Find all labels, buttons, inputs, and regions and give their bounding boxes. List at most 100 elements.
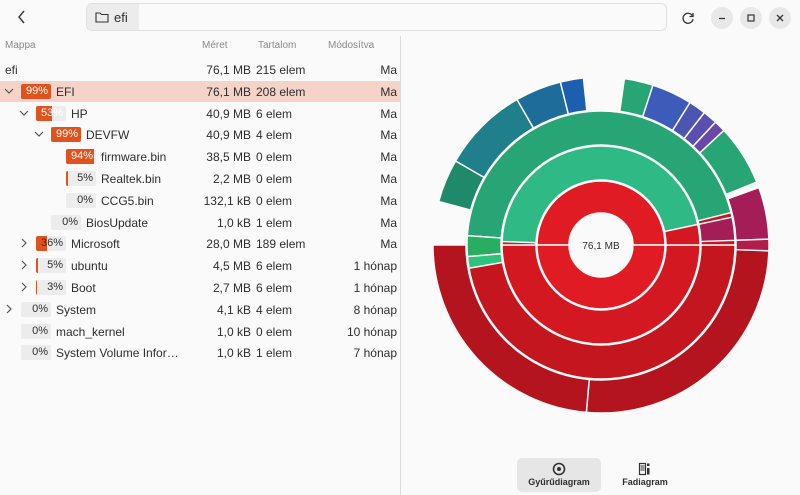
chevron-down-icon[interactable] xyxy=(4,85,14,97)
row-name: Boot xyxy=(71,281,96,295)
root-row[interactable]: efi 76,1 MB 215 elem Ma xyxy=(0,59,400,80)
refresh-button[interactable] xyxy=(677,7,699,29)
chart-segment-microsoft[interactable] xyxy=(501,145,699,244)
row-modified: Ma xyxy=(380,237,397,252)
row-size: 4,5 MB xyxy=(212,259,251,274)
header-bar: efi xyxy=(0,0,800,36)
row-name: System xyxy=(56,302,97,317)
tree-chart-view-button[interactable]: Fadiagram xyxy=(603,458,687,492)
chart-segment-purple-4[interactable] xyxy=(692,121,725,154)
tree-row[interactable]: 3% Boot 2,7 MB 6 elem 1 hónap xyxy=(0,277,400,298)
tree-row[interactable]: 0% System Volume Infor… 1,0 kB 1 elem 7 hóna… xyxy=(0,342,400,363)
row-modified: Ma xyxy=(380,84,397,99)
chart-segment-devfw[interactable] xyxy=(466,244,736,380)
pane-separator[interactable] xyxy=(400,36,401,495)
chart-segment-magenta-1[interactable] xyxy=(697,216,736,243)
row-name: BiosUpdate xyxy=(86,215,149,230)
chart-segment-blue-2[interactable] xyxy=(559,77,588,115)
column-header-modified[interactable]: Módosítva xyxy=(328,40,375,51)
row-name: efi xyxy=(5,63,18,77)
tree-row[interactable]: 0% mach_kernel 1,0 kB 0 elem 10 hónap xyxy=(0,321,400,342)
row-size: 132,1 kB xyxy=(203,193,251,208)
row-size: 1,0 kB xyxy=(216,346,251,361)
row-name: ubuntu xyxy=(71,259,108,274)
ring-chart-icon xyxy=(552,462,566,476)
row-modified: 8 hónap xyxy=(353,302,397,317)
chart-segment-efi[interactable] xyxy=(536,180,666,246)
row-contents: 6 elem xyxy=(256,106,293,121)
row-size: 4,1 kB xyxy=(216,302,251,317)
tree-row[interactable]: 36% Microsoft 28,0 MB 189 elem Ma xyxy=(0,233,400,254)
row-size: 2,2 MB xyxy=(212,172,251,186)
column-header-size[interactable]: Méret xyxy=(202,40,228,51)
column-header-folder[interactable]: Mappa xyxy=(5,40,36,51)
chevron-right-icon[interactable] xyxy=(4,303,14,315)
row-name: Realtek.bin xyxy=(101,172,162,186)
row-contents: 208 elem xyxy=(256,84,306,99)
row-name: mach_kernel xyxy=(56,324,125,339)
maximize-button[interactable] xyxy=(740,7,762,29)
chart-center-label: 76,1 MB xyxy=(582,241,620,252)
percentage-badge: 0% xyxy=(21,323,51,339)
percentage-badge: 0% xyxy=(21,301,51,317)
row-size: 1,0 kB xyxy=(216,215,251,230)
chevron-down-icon[interactable] xyxy=(34,128,44,140)
tree-row[interactable]: 0% System 4,1 kB 4 elem 8 hónap xyxy=(0,299,400,320)
chart-center[interactable] xyxy=(570,214,632,276)
close-icon xyxy=(776,14,784,22)
row-modified: Ma xyxy=(380,172,397,186)
ring-chart[interactable]: 76,1 MB xyxy=(401,36,800,456)
row-modified: Ma xyxy=(380,63,397,77)
tree-row[interactable]: 99% EFI 76,1 MB 208 elem Ma xyxy=(0,80,400,102)
row-modified: 1 hónap xyxy=(353,259,397,274)
percentage-badge: 99% xyxy=(21,83,51,99)
tree-row[interactable]: 53% HP 40,9 MB 6 elem Ma xyxy=(0,103,400,124)
chart-segment-green-outer[interactable] xyxy=(437,159,486,211)
row-modified: Ma xyxy=(380,150,397,165)
chart-segment-purple-3[interactable] xyxy=(683,111,717,148)
tree-row[interactable]: 5% Realtek.bin 2,2 MB 0 elem Ma xyxy=(0,168,400,189)
path-bar[interactable]: efi xyxy=(86,3,667,31)
back-button[interactable] xyxy=(10,6,34,28)
tree-row[interactable]: 5% ubuntu 4,5 MB 6 elem 1 hónap xyxy=(0,255,400,276)
chart-segment-purple-2[interactable] xyxy=(671,101,706,140)
row-modified: Ma xyxy=(380,215,397,230)
chevron-right-icon[interactable] xyxy=(19,281,29,293)
row-contents: 6 elem xyxy=(256,259,293,274)
chart-segment-magenta-3[interactable] xyxy=(735,238,770,252)
chart-segment-microsoft-sub[interactable] xyxy=(466,110,732,239)
column-header-contents[interactable]: Tartalom xyxy=(258,40,297,51)
ring-chart-view-button[interactable]: Gyűrűdiagram xyxy=(517,458,601,492)
tree-row[interactable]: 99% DEVFW 40,9 MB 4 elem Ma xyxy=(0,124,400,145)
chart-segment-purple-1[interactable] xyxy=(641,84,692,132)
chevron-down-icon[interactable] xyxy=(19,107,29,119)
chart-segment-efi[interactable] xyxy=(536,244,666,310)
row-name: EFI xyxy=(56,84,75,99)
tree-chart-view-label: Fadiagram xyxy=(622,477,668,487)
ring-chart-view-label: Gyűrűdiagram xyxy=(528,477,590,487)
chevron-right-icon[interactable] xyxy=(19,237,29,249)
chevron-left-icon xyxy=(18,10,25,24)
chart-segment-green-small-2[interactable] xyxy=(466,252,504,270)
tree-row[interactable]: 0% CCG5.bin 132,1 kB 0 elem Ma xyxy=(0,190,400,211)
percentage-badge: 36% xyxy=(36,236,66,252)
chart-segment-magenta-2[interactable] xyxy=(726,186,770,242)
row-name: System Volume Infor… xyxy=(56,346,179,361)
row-contents: 1 elem xyxy=(256,346,293,361)
row-modified: 1 hónap xyxy=(353,281,397,295)
tree-row[interactable]: 94% firmware.bin 38,5 MB 0 elem Ma xyxy=(0,146,400,167)
percentage-badge: 99% xyxy=(51,127,81,143)
row-contents: 4 elem xyxy=(256,302,293,317)
chart-segment-firmware[interactable] xyxy=(432,244,591,414)
file-list-pane xyxy=(0,36,400,495)
close-button[interactable] xyxy=(769,7,791,29)
row-size: 76,1 MB xyxy=(206,84,251,99)
row-contents: 6 elem xyxy=(256,281,293,295)
minimize-button[interactable] xyxy=(711,7,733,29)
row-contents: 1 elem xyxy=(256,215,293,230)
tree-row[interactable]: 0% BiosUpdate 1,0 kB 1 elem Ma xyxy=(0,212,400,233)
chevron-right-icon[interactable] xyxy=(19,259,29,271)
path-segment[interactable]: efi xyxy=(87,4,139,30)
chart-segment-blue-1[interactable] xyxy=(515,81,570,130)
folder-icon xyxy=(95,12,109,23)
